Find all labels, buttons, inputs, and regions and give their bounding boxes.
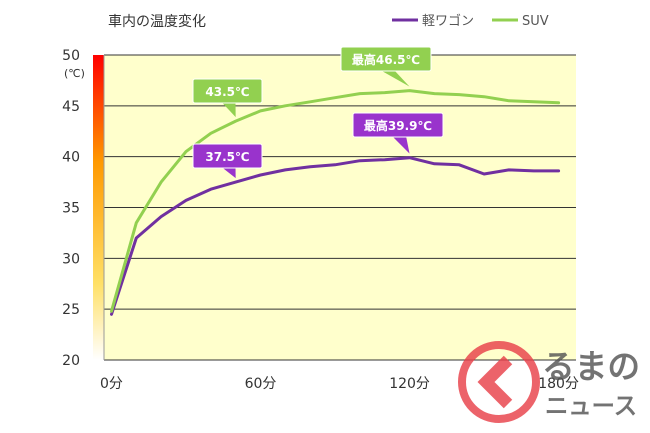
callout-label-0: 43.5℃: [205, 85, 249, 99]
callout-pointer-3: [392, 136, 410, 154]
temperature-gradient-bar: [93, 55, 104, 360]
y-axis-unit: (℃): [64, 67, 85, 80]
y-tick-label-20: 20: [62, 353, 80, 369]
series-lines: [110, 89, 561, 316]
x-tick-label-120: 120分: [389, 376, 430, 392]
callout-label-3: 最高39.9℃: [364, 118, 432, 133]
callout-label-1: 最高46.5℃: [352, 52, 420, 67]
callout-box-0: [192, 78, 263, 104]
callout-pointer-1: [380, 70, 410, 87]
y-tick-label-45: 45: [62, 99, 80, 115]
legend-label-kei-wagon: 軽ワゴン: [422, 13, 474, 29]
logo-text-line1: るまの: [542, 347, 640, 386]
legend: 軽ワゴン SUV: [392, 13, 549, 29]
x-tick-label-0: 0分: [100, 376, 123, 392]
callout-box-1: [340, 46, 432, 72]
chart-title: 車内の温度変化: [108, 13, 206, 30]
x-tick-label-180: 180分: [538, 376, 579, 392]
callout-box-3: [352, 112, 444, 138]
callout-3: 最高39.9℃: [352, 112, 444, 154]
legend-label-suv: SUV: [522, 14, 549, 29]
y-tick-label-40: 40: [62, 150, 80, 166]
y-tick-label-35: 35: [62, 201, 80, 217]
callout-box-2: [192, 143, 263, 169]
x-axis-tick-labels: 0分 60分 120分 180分: [100, 376, 579, 392]
callout-2: 37.5℃: [192, 143, 263, 179]
y-tick-label-30: 30: [62, 251, 80, 267]
series-line-suv: [110, 89, 561, 313]
series-line-kei-wagon: [110, 156, 561, 316]
callout-0: 43.5℃: [192, 78, 263, 118]
callouts: 43.5℃ 最高46.5℃ 37.5℃ 最高39.9℃: [192, 46, 444, 179]
y-axis-tick-labels: 20 25 30 35 40 45 50: [62, 48, 80, 369]
y-tick-label-50: 50: [62, 48, 80, 64]
callout-1: 最高46.5℃: [340, 46, 432, 87]
gridlines: [103, 54, 576, 361]
callout-pointer-0: [221, 102, 236, 118]
logo-text-line2: ニュース: [545, 392, 637, 420]
callout-pointer-2: [221, 167, 236, 179]
y-tick-label-25: 25: [62, 302, 80, 318]
logo-chevron-icon: [477, 355, 513, 409]
logo-circle: [458, 341, 540, 423]
kuruma-news-logo: るまの ニュース: [458, 341, 640, 423]
callout-label-2: 37.5℃: [205, 150, 249, 164]
x-tick-label-60: 60分: [245, 376, 277, 392]
